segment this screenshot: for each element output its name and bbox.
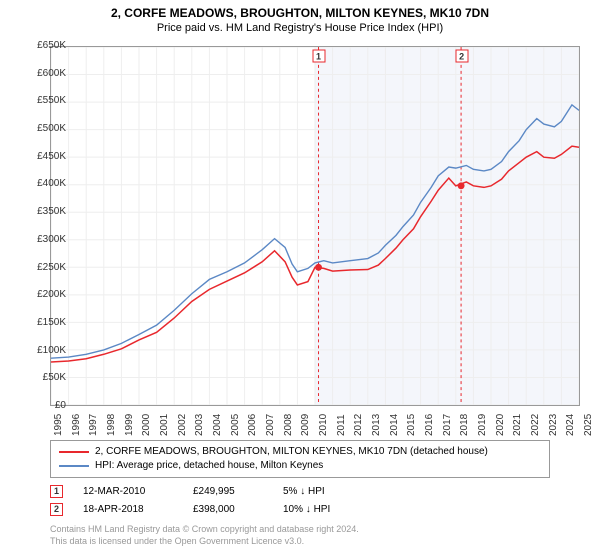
x-tick-label: 2014 bbox=[389, 414, 400, 436]
chart-area bbox=[50, 46, 580, 406]
x-tick-label: 1996 bbox=[71, 414, 82, 436]
x-tick-label: 2024 bbox=[565, 414, 576, 436]
y-tick-label: £600K bbox=[22, 68, 66, 79]
y-tick-label: £550K bbox=[22, 95, 66, 106]
y-tick-label: £400K bbox=[22, 178, 66, 189]
y-tick-label: £300K bbox=[22, 234, 66, 245]
y-tick-label: £150K bbox=[22, 317, 66, 328]
legend-swatch bbox=[59, 451, 89, 453]
y-tick-label: £50K bbox=[22, 372, 66, 383]
chart-event-label: 1 bbox=[312, 50, 325, 63]
page-subtitle: Price paid vs. HM Land Registry's House … bbox=[0, 20, 600, 34]
y-tick-label: £250K bbox=[22, 262, 66, 273]
x-tick-label: 2012 bbox=[353, 414, 364, 436]
x-tick-label: 2018 bbox=[459, 414, 470, 436]
x-tick-label: 1999 bbox=[124, 414, 135, 436]
x-tick-label: 1997 bbox=[88, 414, 99, 436]
footer-line: This data is licensed under the Open Gov… bbox=[50, 536, 550, 548]
page-title: 2, CORFE MEADOWS, BROUGHTON, MILTON KEYN… bbox=[0, 0, 600, 20]
y-tick-label: £500K bbox=[22, 123, 66, 134]
x-tick-label: 1998 bbox=[106, 414, 117, 436]
x-tick-label: 2017 bbox=[442, 414, 453, 436]
event-marker-icon: 2 bbox=[50, 503, 63, 516]
event-delta: 10% ↓ HPI bbox=[283, 504, 550, 515]
y-tick-label: £650K bbox=[22, 40, 66, 51]
event-price: £249,995 bbox=[193, 486, 263, 497]
x-tick-label: 2019 bbox=[477, 414, 488, 436]
x-tick-label: 2021 bbox=[512, 414, 523, 436]
event-delta: 5% ↓ HPI bbox=[283, 486, 550, 497]
event-date: 18-APR-2018 bbox=[83, 504, 173, 515]
x-tick-label: 2023 bbox=[548, 414, 559, 436]
x-tick-label: 2002 bbox=[177, 414, 188, 436]
y-tick-label: £200K bbox=[22, 289, 66, 300]
footer: Contains HM Land Registry data © Crown c… bbox=[50, 524, 550, 547]
x-tick-label: 2022 bbox=[530, 414, 541, 436]
x-tick-label: 2011 bbox=[336, 414, 347, 436]
legend-row: 2, CORFE MEADOWS, BROUGHTON, MILTON KEYN… bbox=[59, 445, 541, 459]
legend-label: 2, CORFE MEADOWS, BROUGHTON, MILTON KEYN… bbox=[95, 445, 488, 459]
x-tick-label: 2000 bbox=[141, 414, 152, 436]
x-tick-label: 2008 bbox=[283, 414, 294, 436]
legend-row: HPI: Average price, detached house, Milt… bbox=[59, 459, 541, 473]
x-tick-label: 2009 bbox=[300, 414, 311, 436]
x-tick-label: 2006 bbox=[247, 414, 258, 436]
legend: 2, CORFE MEADOWS, BROUGHTON, MILTON KEYN… bbox=[50, 440, 550, 478]
y-tick-label: £100K bbox=[22, 345, 66, 356]
x-tick-label: 2016 bbox=[424, 414, 435, 436]
legend-label: HPI: Average price, detached house, Milt… bbox=[95, 459, 323, 473]
footer-line: Contains HM Land Registry data © Crown c… bbox=[50, 524, 550, 536]
event-marker-icon: 1 bbox=[50, 485, 63, 498]
x-tick-label: 2001 bbox=[159, 414, 170, 436]
x-tick-label: 2025 bbox=[583, 414, 594, 436]
event-date: 12-MAR-2010 bbox=[83, 486, 173, 497]
event-row: 1 12-MAR-2010 £249,995 5% ↓ HPI bbox=[50, 482, 550, 500]
x-tick-label: 2020 bbox=[495, 414, 506, 436]
plot-svg bbox=[50, 46, 580, 406]
event-row: 2 18-APR-2018 £398,000 10% ↓ HPI bbox=[50, 500, 550, 518]
legend-swatch bbox=[59, 465, 89, 467]
x-tick-label: 2010 bbox=[318, 414, 329, 436]
y-tick-label: £0 bbox=[22, 400, 66, 411]
events-table: 1 12-MAR-2010 £249,995 5% ↓ HPI 2 18-APR… bbox=[50, 482, 550, 518]
x-tick-label: 1995 bbox=[53, 414, 64, 436]
x-tick-label: 2015 bbox=[406, 414, 417, 436]
x-tick-label: 2004 bbox=[212, 414, 223, 436]
x-tick-label: 2005 bbox=[230, 414, 241, 436]
chart-event-label: 2 bbox=[455, 50, 468, 63]
x-tick-label: 2003 bbox=[194, 414, 205, 436]
event-price: £398,000 bbox=[193, 504, 263, 515]
x-tick-label: 2007 bbox=[265, 414, 276, 436]
x-tick-label: 2013 bbox=[371, 414, 382, 436]
y-tick-label: £450K bbox=[22, 151, 66, 162]
y-tick-label: £350K bbox=[22, 206, 66, 217]
